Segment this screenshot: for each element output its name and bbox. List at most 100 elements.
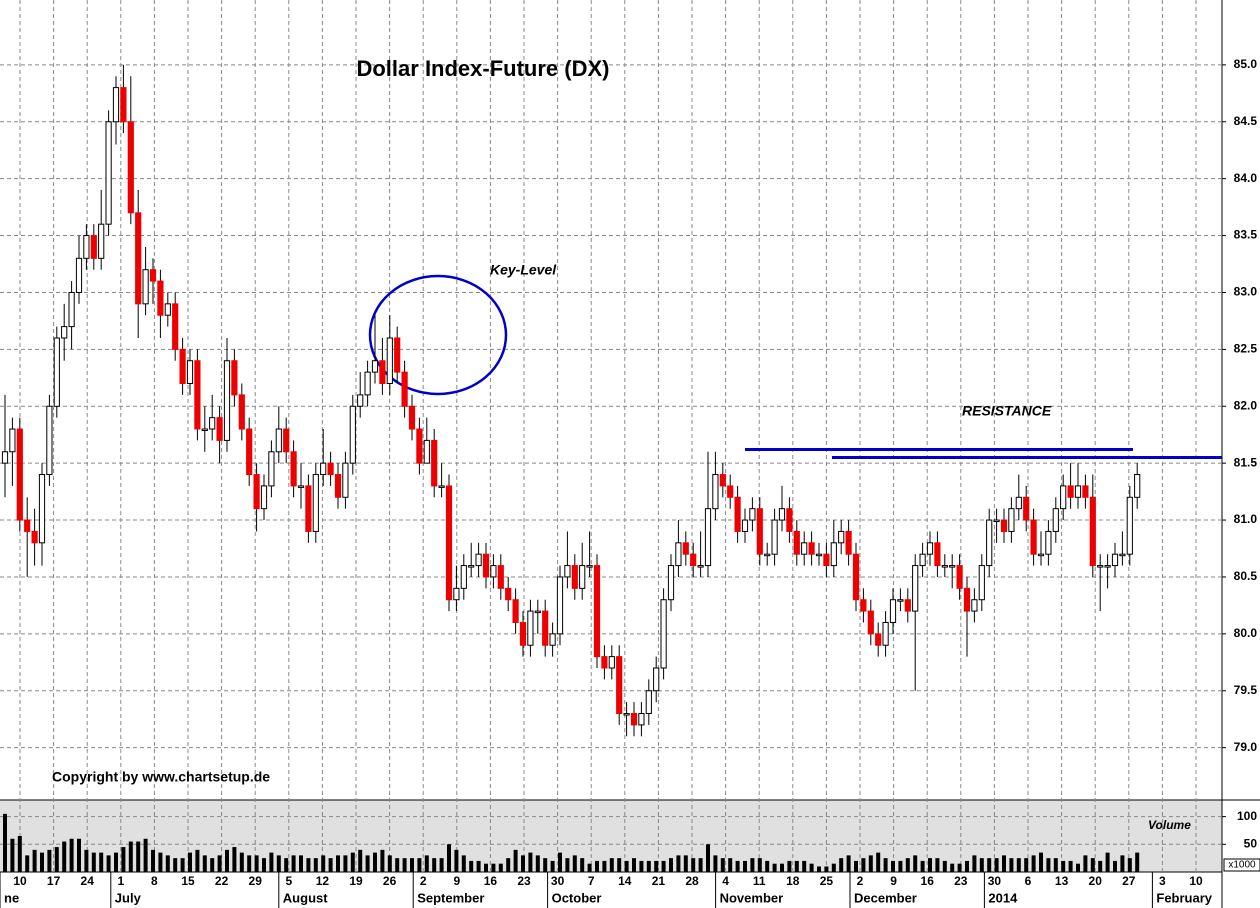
candle-body bbox=[379, 360, 386, 384]
volume-bar bbox=[247, 855, 252, 872]
candle-body bbox=[408, 405, 416, 430]
candle-body bbox=[497, 565, 504, 589]
volume-bar bbox=[572, 855, 577, 872]
volume-bar bbox=[765, 860, 770, 872]
candle-body bbox=[268, 451, 275, 487]
annotation: RESISTANCE bbox=[962, 403, 1052, 419]
candle-body bbox=[1015, 496, 1022, 510]
candle-body bbox=[386, 337, 393, 384]
x-tick-label: 16 bbox=[921, 874, 935, 888]
y-tick-label: 83.5 bbox=[1234, 228, 1258, 242]
volume-bar bbox=[928, 858, 932, 872]
x-tick-label: 7 bbox=[588, 874, 595, 888]
candle-body bbox=[889, 599, 897, 623]
volume-bar bbox=[387, 855, 392, 872]
volume-bar bbox=[498, 863, 503, 872]
x-month-label: November bbox=[720, 890, 784, 905]
candle-body bbox=[16, 428, 23, 521]
volume-bar bbox=[780, 863, 784, 872]
unit-label: x1000 bbox=[1228, 860, 1256, 871]
candle-body bbox=[512, 599, 519, 623]
candle-body bbox=[1082, 485, 1089, 498]
volume-bar bbox=[10, 838, 15, 872]
candle-body bbox=[971, 599, 978, 612]
candle-body bbox=[9, 428, 16, 453]
x-tick-label: 6 bbox=[1025, 874, 1032, 888]
volume-bar bbox=[1098, 860, 1103, 872]
y-axis-strip bbox=[1222, 0, 1260, 908]
candle-body bbox=[90, 235, 97, 259]
volume-bar bbox=[447, 844, 451, 872]
candle-body bbox=[112, 87, 120, 123]
candle-body bbox=[475, 553, 482, 567]
volume-bar bbox=[683, 855, 688, 872]
candle-body bbox=[453, 587, 460, 601]
candle-body bbox=[786, 508, 793, 532]
candle-body bbox=[1030, 519, 1037, 555]
candle-body bbox=[934, 542, 941, 567]
y-tick-label: 82.0 bbox=[1234, 398, 1258, 412]
candle-body bbox=[756, 508, 763, 555]
candle-body bbox=[468, 565, 475, 568]
candle-body bbox=[1126, 496, 1133, 555]
candle-body bbox=[1074, 485, 1082, 498]
volume-bar bbox=[17, 836, 22, 872]
x-tick-label: 12 bbox=[316, 874, 330, 888]
volume-bar bbox=[920, 860, 925, 872]
volume-bar bbox=[469, 860, 474, 872]
candle-body bbox=[157, 280, 164, 316]
volume-bar bbox=[905, 858, 910, 872]
volume-bar bbox=[994, 858, 999, 872]
volume-bar bbox=[358, 849, 363, 872]
candle-body bbox=[460, 565, 467, 589]
price-panel bbox=[0, 0, 1222, 800]
candle-body bbox=[120, 87, 127, 123]
volume-bar bbox=[691, 858, 696, 872]
candle-body bbox=[283, 428, 290, 453]
unit-box bbox=[1223, 858, 1260, 872]
candle-body bbox=[875, 633, 882, 646]
x-tick-label: 30 bbox=[551, 874, 565, 888]
candle-body bbox=[1111, 553, 1119, 567]
volume-bar bbox=[987, 858, 992, 872]
volume-bar bbox=[831, 863, 836, 872]
volume-bar bbox=[654, 860, 659, 872]
y-tick-label: 80.5 bbox=[1234, 569, 1258, 583]
x-tick-label: 10 bbox=[1189, 874, 1203, 888]
volume-bar bbox=[321, 855, 326, 872]
candle-body bbox=[564, 565, 571, 578]
candle-body bbox=[778, 508, 786, 521]
candle-body bbox=[830, 542, 837, 567]
volume-bar bbox=[350, 852, 355, 872]
x-tick-label: 21 bbox=[652, 874, 666, 888]
volume-bar bbox=[173, 858, 178, 872]
candle-body bbox=[253, 474, 260, 510]
volume-bar bbox=[195, 849, 200, 872]
candle-body bbox=[68, 291, 75, 328]
candle-body bbox=[297, 485, 305, 488]
candle-body bbox=[490, 565, 497, 578]
candle-body bbox=[808, 542, 815, 555]
y-tick-label: 81.5 bbox=[1234, 455, 1258, 469]
volume-bar bbox=[40, 852, 44, 872]
candle-body bbox=[320, 462, 327, 476]
volume-bar bbox=[62, 841, 67, 872]
candle-body bbox=[704, 508, 712, 567]
volume-bar bbox=[380, 849, 385, 872]
candle-body bbox=[519, 621, 527, 646]
candle-body bbox=[845, 530, 852, 555]
volume-bar bbox=[336, 855, 340, 872]
volume-bar bbox=[632, 858, 636, 872]
volume-bar bbox=[217, 855, 222, 872]
volume-bar bbox=[1135, 852, 1140, 872]
x-tick-label: 23 bbox=[954, 874, 968, 888]
volume-bar bbox=[284, 858, 289, 872]
candle-body bbox=[327, 462, 334, 476]
x-month-label: September bbox=[417, 890, 484, 905]
x-tick-label: 4 bbox=[722, 874, 729, 888]
volume-bar bbox=[535, 855, 540, 872]
candle-body bbox=[697, 565, 704, 568]
volume-bar bbox=[617, 858, 622, 872]
candle-body bbox=[749, 508, 756, 521]
candle-body bbox=[719, 474, 726, 487]
